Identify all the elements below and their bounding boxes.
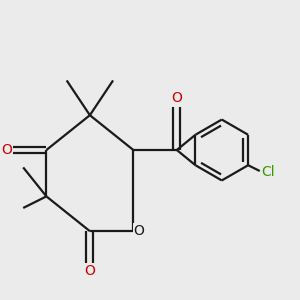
Text: O: O [171, 92, 182, 105]
Text: Cl: Cl [261, 166, 275, 179]
Text: O: O [134, 224, 145, 238]
Text: O: O [84, 264, 95, 278]
Text: O: O [1, 143, 12, 157]
